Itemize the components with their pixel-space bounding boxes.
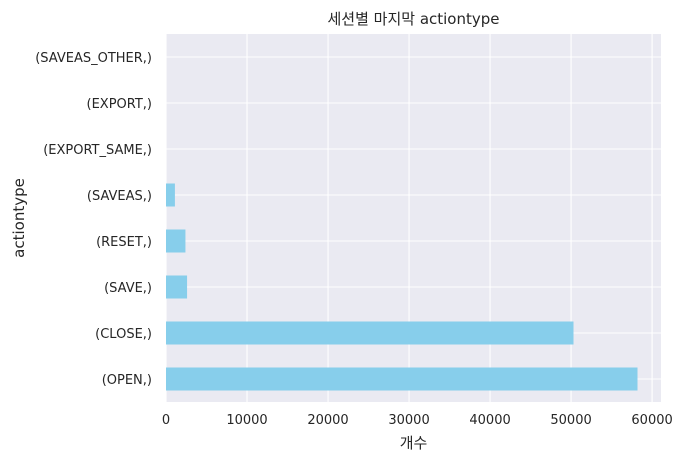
x-tick-label: 50000	[550, 413, 591, 428]
x-tick-label: 60000	[631, 413, 672, 428]
y-tick-label: (OPEN,)	[102, 373, 152, 388]
x-tick-label: 10000	[226, 413, 267, 428]
bar	[166, 321, 574, 345]
x-tick-label: 30000	[388, 413, 429, 428]
y-tick-label: (RESET,)	[96, 235, 152, 250]
y-tick-label: (EXPORT_SAME,)	[43, 143, 152, 158]
y-tick-label: (CLOSE,)	[95, 327, 152, 342]
bar	[166, 275, 188, 299]
y-axis-label: actiontype	[10, 178, 28, 258]
y-tick-label: (SAVE,)	[104, 281, 152, 296]
x-axis-ticks: 0 10000 20000 30000 40000 50000 60000	[162, 413, 673, 428]
bar	[166, 183, 175, 207]
x-tick-label: 20000	[307, 413, 348, 428]
y-axis-ticks: (OPEN,) (CLOSE,) (SAVE,) (RESET,) (SAVEAS,) (…	[35, 51, 152, 388]
x-tick-label: 0	[162, 413, 170, 428]
grid-lines	[165, 34, 661, 402]
y-tick-label: (SAVEAS,)	[87, 189, 152, 204]
bars	[166, 183, 638, 391]
bar	[166, 229, 186, 253]
x-axis-label: 개수	[400, 434, 428, 452]
y-tick-label: (SAVEAS_OTHER,)	[35, 51, 152, 66]
plot-area	[166, 34, 661, 402]
x-tick-label: 40000	[469, 413, 510, 428]
bar	[166, 367, 638, 391]
chart-title: 세션별 마지막 actiontype	[327, 10, 499, 28]
y-tick-label: (EXPORT,)	[87, 97, 153, 112]
